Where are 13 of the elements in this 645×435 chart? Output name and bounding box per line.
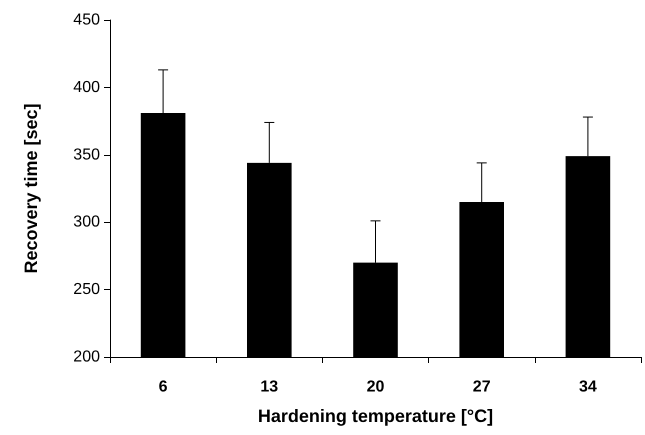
x-axis-title: Hardening temperature [°C] — [258, 406, 494, 426]
y-tick-label: 450 — [73, 12, 100, 28]
y-axis-title: Recovery time [sec] — [21, 103, 41, 274]
y-tick-label: 200 — [73, 348, 100, 366]
y-tick-label: 250 — [73, 281, 100, 298]
x-tick-label: 27 — [472, 378, 491, 396]
x-tick-label: 34 — [579, 378, 597, 396]
x-tick-label: 13 — [260, 378, 278, 396]
y-tick-label: 350 — [73, 146, 100, 164]
y-tick-label: 400 — [73, 78, 100, 96]
x-tick-label: 20 — [366, 378, 384, 396]
x-tick-label: 6 — [158, 378, 168, 396]
y-tick-label: 300 — [73, 214, 100, 231]
